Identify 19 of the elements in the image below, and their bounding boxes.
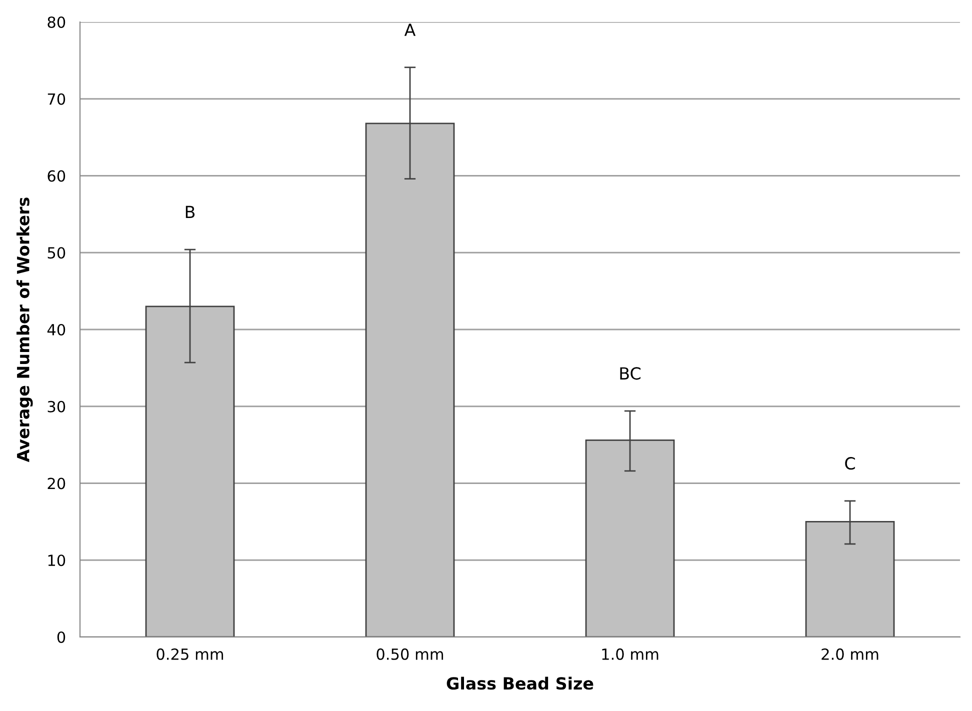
x-tick-label: 2.0 mm (822, 648, 878, 660)
annotation: B (186, 206, 195, 218)
y-axis-title: Average Number of Workers (16, 198, 33, 462)
x-axis-title: Glass Bead Size (446, 676, 594, 690)
y-tick-label: 50 (48, 247, 66, 259)
y-tick-label: 10 (48, 554, 66, 566)
x-tick-label: 0.25 mm (156, 648, 224, 660)
y-tick-label: 80 (48, 16, 66, 28)
x-tick-label: 1.0 mm (602, 648, 658, 660)
y-tick-label: 70 (48, 93, 66, 105)
annotation: BC (620, 367, 640, 380)
y-tick-label: 40 (47, 324, 66, 336)
annotation: A (404, 24, 416, 36)
x-tick-label: 0.50 mm (376, 648, 444, 660)
annotation: C (845, 457, 855, 470)
y-tick-label: 0 (57, 631, 66, 644)
y-tick-label: 60 (48, 170, 66, 182)
y-tick-label: 20 (48, 478, 66, 490)
y-tick-label: 30 (48, 400, 66, 412)
